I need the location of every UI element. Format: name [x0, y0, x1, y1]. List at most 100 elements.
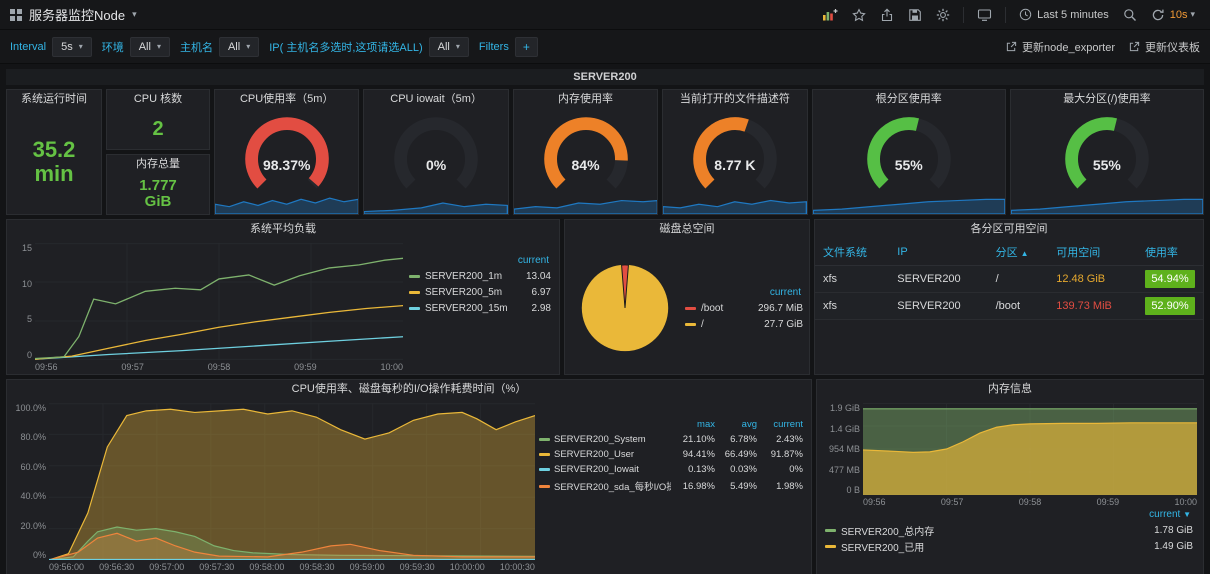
- chevron-down-icon: ▾: [1190, 9, 1195, 19]
- panel-title[interactable]: 根分区使用率: [875, 93, 942, 105]
- table-header-row: 文件系统 IP 分区 ▲ 可用空间 使用率: [815, 239, 1203, 266]
- row-header-server200[interactable]: SERVER200: [6, 69, 1204, 85]
- panel-title[interactable]: CPU使用率、磁盘每秒的I/O操作耗费时间（%）: [291, 383, 527, 395]
- series-name[interactable]: SERVER200_1m: [425, 270, 503, 282]
- load-legend: current SERVER200_1m 13.04 SERVER200_5m …: [407, 243, 555, 372]
- refresh-button[interactable]: 10s ▾: [1146, 4, 1200, 26]
- panel-title[interactable]: 内存使用率: [558, 93, 614, 105]
- legend-item[interactable]: SERVER200_User: [539, 449, 671, 460]
- load-chart-plot[interactable]: [35, 243, 403, 360]
- panel-title[interactable]: CPU iowait（5m）: [390, 93, 482, 105]
- panel-title[interactable]: CPU使用率（5m）: [239, 93, 334, 105]
- slice-name[interactable]: /boot: [701, 302, 724, 314]
- legend-item: SERVER200_已用 1.49 GiB: [825, 538, 1193, 554]
- legend-item[interactable]: SERVER200_Iowait: [539, 464, 671, 475]
- cpu-chart-plot[interactable]: [49, 403, 535, 560]
- legend-header-current[interactable]: current: [773, 419, 803, 430]
- cpu-cores-value: 2: [152, 117, 164, 140]
- y-axis: 100.0% 80.0% 60.0% 40.0% 20.0% 0%: [15, 403, 46, 560]
- series-name[interactable]: SERVER200_5m: [425, 286, 503, 298]
- time-range-picker[interactable]: Last 5 minutes: [1014, 4, 1114, 26]
- slice-name[interactable]: /: [701, 318, 704, 330]
- gauge-arc: [543, 117, 628, 189]
- legend-item: / 27.7 GiB: [685, 316, 803, 332]
- series-current: 2.98: [531, 302, 551, 314]
- panel-title[interactable]: 当前打开的文件描述符: [679, 93, 790, 105]
- disk-pie-chart[interactable]: [571, 251, 679, 363]
- gauge-value: 98.37%: [262, 157, 311, 173]
- memory-chart-plot[interactable]: [863, 403, 1197, 495]
- legend-item[interactable]: SERVER200_sda_每秒I/O操作%: [539, 479, 671, 493]
- series-current: 6.97: [531, 286, 551, 298]
- share-button[interactable]: [875, 4, 899, 26]
- legend-header-avg[interactable]: avg: [741, 419, 757, 430]
- refresh-icon: [1152, 9, 1164, 20]
- col-ip[interactable]: IP: [889, 239, 988, 266]
- dashboard-canvas: SERVER200 系统运行时间 35.2 min CPU 核数 2 内存总量 …: [0, 64, 1210, 574]
- col-filesystem[interactable]: 文件系统: [815, 239, 890, 266]
- legend-item[interactable]: SERVER200_System: [539, 434, 671, 445]
- chevron-down-icon: ▾: [246, 42, 251, 51]
- series-color-dash: [685, 306, 696, 310]
- legend-header[interactable]: current ▼: [1149, 509, 1191, 520]
- panel-stack-cpu-mem: CPU 核数 2 内存总量 1.777 GiB: [106, 89, 210, 215]
- col-available[interactable]: 可用空间: [1048, 239, 1137, 266]
- link-dashboard-update[interactable]: 更新仪表板: [1129, 39, 1200, 55]
- series-color-dash: [409, 274, 420, 278]
- series-current: 13.04: [525, 270, 551, 282]
- save-button[interactable]: [903, 4, 927, 26]
- cell-partition: /boot: [987, 292, 1049, 320]
- y-axis: 15 10 5 0: [21, 243, 32, 360]
- usage-badge: 54.94%: [1144, 270, 1195, 288]
- legend-header[interactable]: current: [517, 255, 549, 266]
- panel-title[interactable]: 系统平均负载: [250, 223, 316, 235]
- interval-label: Interval: [10, 40, 47, 53]
- zoom-out-button[interactable]: [1118, 4, 1142, 26]
- memory-legend: current ▼ SERVER200_总内存 1.78 GiB SERVER2…: [821, 507, 1197, 554]
- dashboard-title[interactable]: 服务器监控Node: [29, 8, 126, 23]
- panel-title[interactable]: 内存总量: [136, 158, 180, 170]
- col-usage[interactable]: 使用率: [1136, 239, 1203, 266]
- external-link-icon: [1006, 41, 1017, 52]
- panel-title[interactable]: CPU 核数: [133, 93, 183, 105]
- cycle-view-button[interactable]: [972, 4, 997, 26]
- dashboard-icon[interactable]: [10, 8, 22, 21]
- series-name[interactable]: SERVER200_已用: [841, 542, 925, 554]
- cell-ip: SERVER200: [889, 292, 988, 320]
- hostname-select[interactable]: All ▾: [218, 36, 260, 57]
- panel-title[interactable]: 各分区可用空间: [970, 223, 1048, 235]
- link-node-exporter[interactable]: 更新node_exporter: [1006, 39, 1115, 55]
- series-current: 1.49 GiB: [1154, 540, 1193, 552]
- series-name[interactable]: SERVER200_总内存: [841, 526, 935, 538]
- env-select[interactable]: All ▾: [129, 36, 170, 57]
- panel-title[interactable]: 最大分区(/)使用率: [1063, 93, 1151, 105]
- add-panel-button[interactable]: [817, 4, 843, 26]
- cell-available: 139.73 MiB: [1048, 292, 1137, 320]
- gauge-value: 55%: [894, 157, 923, 173]
- add-filter-button[interactable]: +: [514, 36, 538, 57]
- col-partition[interactable]: 分区 ▲: [987, 239, 1049, 266]
- add-panel-icon: [823, 8, 838, 20]
- series-current: 1.78 GiB: [1154, 524, 1193, 536]
- gauge-arc: [244, 117, 329, 189]
- panel-cpu-usage-gauge: CPU使用率（5m） 98.37%: [214, 89, 360, 215]
- ip-select[interactable]: All ▾: [428, 36, 469, 57]
- legend-header-max[interactable]: max: [697, 419, 715, 430]
- panel-title[interactable]: 磁盘总空间: [659, 223, 715, 235]
- refresh-interval-picker[interactable]: 10s ▾: [1170, 9, 1195, 21]
- gauge-arc: [866, 117, 951, 189]
- uptime-value: 35.2 min: [32, 137, 76, 186]
- star-button[interactable]: [847, 4, 871, 26]
- legend-item: SERVER200_总内存 1.78 GiB: [825, 522, 1193, 538]
- divider: [963, 6, 965, 23]
- panel-max-partition-usage-gauge: 最大分区(/)使用率 55%: [1009, 89, 1204, 215]
- hostname-label: 主机名: [179, 41, 213, 54]
- table-row: xfs SERVER200 / 12.48 GiB 54.94%: [815, 265, 1203, 293]
- series-name[interactable]: SERVER200_15m: [425, 302, 508, 314]
- panel-title[interactable]: 系统运行时间: [21, 93, 87, 105]
- interval-select[interactable]: 5s ▾: [52, 36, 92, 57]
- legend-header[interactable]: current: [769, 287, 801, 298]
- panel-title[interactable]: 内存信息: [988, 383, 1032, 395]
- clock-icon: [1019, 8, 1032, 21]
- settings-button[interactable]: [931, 4, 955, 26]
